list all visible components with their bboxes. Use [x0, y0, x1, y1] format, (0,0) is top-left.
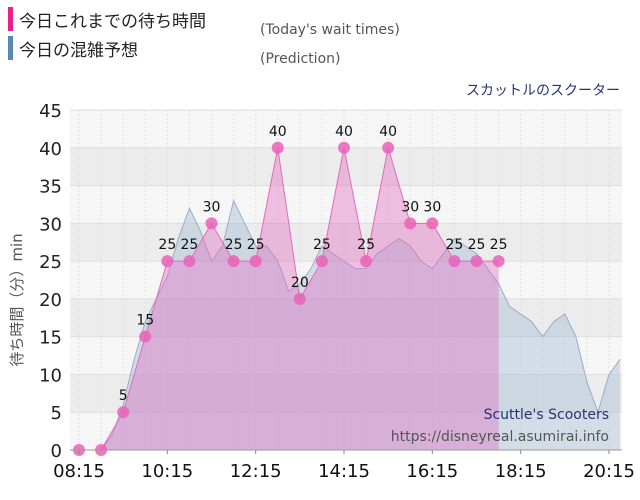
y-tick-label: 40 — [39, 139, 62, 160]
x-tick-label: 16:15 — [406, 461, 458, 482]
actual-data-label: 30 — [423, 199, 441, 215]
actual-data-label: 30 — [203, 199, 221, 215]
actual-point — [117, 406, 130, 419]
legend-predicted-note: (Prediction) — [260, 51, 341, 67]
x-tick-label: 08:15 — [53, 461, 105, 482]
x-tick-label: 10:15 — [141, 461, 193, 482]
legend-actual-swatch — [8, 7, 13, 31]
legend-predicted-label: 今日の混雑予想 — [19, 40, 138, 61]
actual-point — [161, 255, 174, 268]
grid-band — [70, 374, 622, 413]
actual-data-label: 25 — [313, 237, 331, 253]
legend-actual-note: (Today's wait times) — [260, 22, 400, 38]
watermark-title: Scuttle's Scooters — [484, 407, 609, 423]
actual-point — [183, 255, 196, 268]
actual-point — [271, 141, 284, 154]
actual-data-label: 25 — [490, 237, 508, 253]
y-tick-label: 10 — [39, 365, 62, 386]
actual-point — [448, 255, 461, 268]
actual-data-label: 30 — [401, 199, 419, 215]
grid-band — [70, 147, 622, 186]
y-axis-label: 待ち時間（分）min — [8, 233, 26, 366]
actual-data-label: 5 — [119, 388, 128, 404]
actual-data-label: 25 — [357, 237, 375, 253]
y-tick-label: 25 — [39, 252, 62, 273]
actual-data-label: 25 — [446, 237, 464, 253]
actual-data-label: 25 — [181, 237, 199, 253]
actual-data-label: 40 — [269, 124, 287, 140]
actual-point — [470, 255, 483, 268]
x-tick-label: 18:15 — [495, 461, 547, 482]
y-tick-label: 0 — [51, 441, 62, 462]
actual-point — [315, 255, 328, 268]
grid-band — [70, 110, 622, 148]
actual-point — [205, 217, 218, 230]
actual-point — [227, 255, 240, 268]
grid-band — [70, 336, 622, 375]
vertical-gridlines — [78, 110, 610, 450]
actual-data-label: 20 — [291, 275, 309, 291]
predicted-series — [79, 199, 621, 451]
actual-point — [360, 255, 373, 268]
predicted-area — [79, 200, 621, 450]
actual-data-label: 40 — [379, 124, 397, 140]
x-tick-label: 14:15 — [318, 461, 370, 482]
plot-background-bands — [70, 109, 622, 451]
grid-band — [70, 412, 622, 450]
y-tick-label: 15 — [39, 328, 62, 349]
legend-predicted-swatch — [8, 36, 13, 60]
actual-point — [492, 255, 505, 268]
predicted-line — [79, 199, 621, 451]
grid-band — [70, 185, 622, 224]
x-tick-label: 20:15 — [583, 461, 635, 482]
legend-predicted: 今日の混雑予想 — [8, 35, 138, 61]
actual-data-label: 15 — [136, 313, 154, 329]
grid-band — [70, 223, 622, 262]
actual-area — [79, 147, 499, 450]
axes: 0 5 10 15 20 25 30 35 40 45 08:15 10:15 12:15 14:15 16… — [39, 101, 635, 482]
actual-data-label: 25 — [247, 237, 265, 253]
actual-point — [382, 141, 395, 154]
y-tick-label: 45 — [39, 101, 62, 122]
actual-data-label: 25 — [468, 237, 486, 253]
legend-actual: 今日これまでの待ち時間 — [8, 6, 206, 32]
legend-actual-label: 今日これまでの待ち時間 — [19, 11, 206, 32]
watermark-url: https://disneyreal.asumirai.info — [391, 429, 609, 445]
actual-data-label: 25 — [225, 237, 243, 253]
x-tick-label: 12:15 — [230, 461, 282, 482]
actual-point — [338, 141, 350, 154]
actual-data-label: 40 — [335, 124, 353, 140]
actual-point — [249, 255, 262, 268]
actual-point — [293, 292, 306, 305]
y-tick-label: 5 — [51, 403, 62, 424]
y-tick-label: 35 — [39, 177, 62, 198]
attraction-name: スカットルのスクーター — [466, 83, 620, 99]
actual-data-label: 25 — [158, 237, 176, 253]
actual-point — [139, 330, 152, 343]
actual-point — [404, 217, 417, 230]
y-tick-label: 30 — [39, 214, 62, 235]
y-tick-label: 20 — [39, 290, 62, 311]
grid-band — [70, 298, 622, 337]
actual-point — [426, 217, 439, 230]
